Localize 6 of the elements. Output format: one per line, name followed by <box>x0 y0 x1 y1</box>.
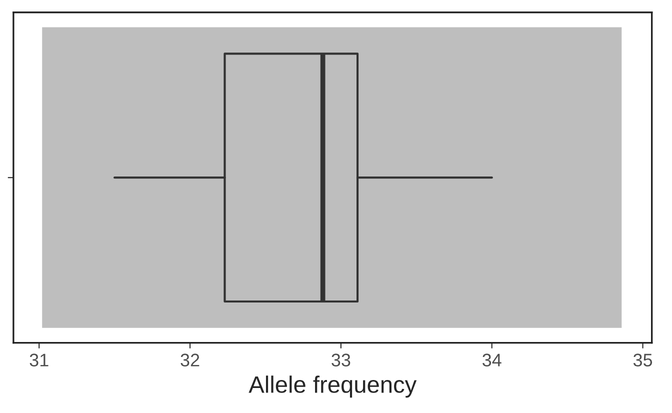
x-axis-title: Allele frequency <box>248 376 417 398</box>
x-tick-label: 32 <box>180 354 200 366</box>
x-tick-label: 31 <box>30 354 48 366</box>
x-tick-label: 34 <box>482 354 502 366</box>
x-tick-label: 35 <box>633 354 652 366</box>
x-tick-label: 33 <box>332 354 350 366</box>
